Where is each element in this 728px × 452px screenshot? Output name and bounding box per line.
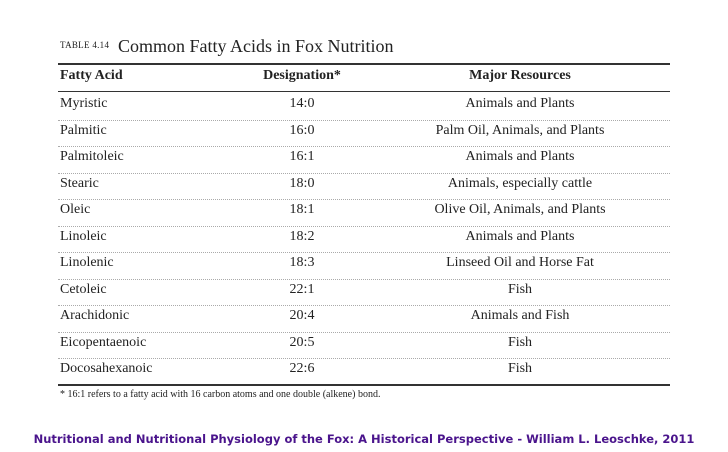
fatty-acid: Docosahexanoic	[60, 361, 153, 376]
fatty-acid: Oleic	[60, 202, 91, 217]
row-separator	[58, 225, 670, 227]
row-separator	[58, 172, 670, 174]
designation: 14:0	[289, 96, 315, 111]
resource: Animals and Fish	[470, 308, 570, 323]
designation: 18:3	[289, 255, 315, 270]
fatty-acid: Stearic	[60, 175, 99, 191]
designation: 18:1	[289, 202, 315, 217]
row-separator	[58, 199, 670, 200]
designation: 22:1	[289, 281, 315, 297]
designation: 18:2	[289, 228, 315, 244]
bottom-rule	[58, 384, 670, 386]
header-rule	[58, 91, 670, 92]
row-separator	[58, 252, 670, 253]
fatty-acid: Arachidonic	[60, 308, 130, 323]
fatty-acid: Linoleic	[60, 228, 107, 244]
column-header: Designation*	[263, 68, 341, 83]
resource: Fish	[507, 334, 533, 350]
row-separator	[58, 119, 670, 121]
table-title: Common Fatty Acids in Fox Nutrition	[118, 36, 394, 56]
designation: 20:4	[289, 308, 315, 323]
fatty-acid: Linolenic	[60, 255, 114, 270]
caption: Nutritional and Nutritional Physiology o…	[33, 432, 695, 446]
designation: 20:5	[289, 334, 315, 350]
resource: Animals and Plants	[465, 96, 575, 111]
row-separator	[58, 278, 670, 280]
row-separator	[58, 146, 670, 147]
resource: Animals, especially cattle	[447, 175, 593, 191]
row-separator	[58, 358, 670, 359]
resource: Palm Oil, Animals, and Plants	[435, 122, 605, 138]
resource: Fish	[507, 361, 533, 376]
resource: Olive Oil, Animals, and Plants	[434, 202, 606, 217]
row-separator	[58, 305, 670, 306]
top-rule	[58, 63, 670, 65]
footnote: * 16:1 refers to a fatty acid with 16 ca…	[60, 389, 381, 400]
designation: 16:1	[289, 149, 315, 164]
resource: Animals and Plants	[465, 149, 575, 164]
fatty-acid: Myristic	[60, 96, 108, 111]
table-label: TABLE 4.14	[60, 40, 110, 50]
resource: Linseed Oil and Horse Fat	[446, 255, 594, 270]
designation: 22:6	[289, 361, 315, 376]
column-header: Fatty Acid	[60, 68, 123, 83]
fatty-acid: Palmitoleic	[60, 149, 124, 164]
designation: 18:0	[289, 175, 315, 191]
column-header: Major Resources	[469, 68, 571, 83]
resource: Animals and Plants	[465, 228, 575, 244]
designation: 16:0	[289, 122, 315, 138]
fatty-acid: Cetoleic	[60, 281, 107, 297]
resource: Fish	[507, 281, 533, 297]
fatty-acid: Palmitic	[60, 122, 107, 138]
fatty-acid: Eicopentaenoic	[60, 334, 147, 350]
row-separator	[58, 331, 670, 333]
